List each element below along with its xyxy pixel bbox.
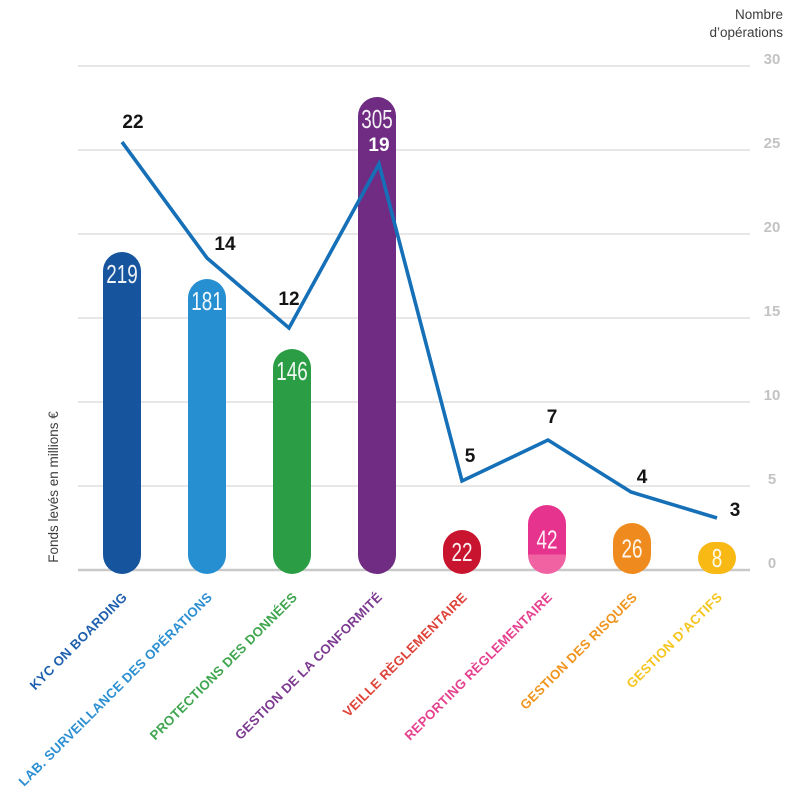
bar-value-label: 22 xyxy=(452,537,473,567)
bar xyxy=(613,523,651,574)
bar xyxy=(358,97,396,574)
tick-label: 25 xyxy=(764,135,781,152)
bar-value-label: 181 xyxy=(191,286,223,316)
tick-label: 5 xyxy=(768,471,776,488)
right-axis-title: Nombre d’opérations xyxy=(709,6,783,41)
line-point-label: 22 xyxy=(122,112,143,133)
bar-value-label: 146 xyxy=(276,356,308,386)
bar xyxy=(443,530,481,574)
right-axis-title-line1: Nombre xyxy=(734,7,783,22)
bar-value-label: 305 xyxy=(361,104,393,134)
bar xyxy=(528,505,566,574)
category-label: LAB. SURVEILLANCE DES OPÉRATIONS xyxy=(16,590,215,789)
bar-value-label: 42 xyxy=(537,525,558,555)
category-label: KYC ON BOARDING xyxy=(27,590,130,693)
tick-label: 30 xyxy=(764,51,781,68)
bar-value-label: 219 xyxy=(106,259,138,289)
left-axis-title: Fonds levés en millions € xyxy=(46,411,62,563)
line-point-label: 3 xyxy=(730,500,741,521)
line-point-label: 14 xyxy=(214,234,236,255)
category-label: GESTION D’ACTIFS xyxy=(624,590,726,692)
tick-label: 0 xyxy=(768,555,776,572)
bar xyxy=(188,279,226,574)
operations-line xyxy=(120,140,718,520)
category-label: PROTECTIONS DES DONNÉES xyxy=(147,590,300,743)
bar xyxy=(103,252,141,574)
tick-label: 20 xyxy=(764,219,781,236)
line-point-label: 12 xyxy=(278,289,299,310)
category-label: GESTION DE LA CONFORMITÉ xyxy=(232,590,385,743)
bar-value-label: 26 xyxy=(622,534,643,564)
line-point-label: 5 xyxy=(465,446,476,467)
line-point-label: 4 xyxy=(637,467,648,488)
right-axis-title-line2: d’opérations xyxy=(709,24,783,40)
bar xyxy=(273,349,311,574)
line-point-label: 7 xyxy=(547,407,558,428)
bar-value-label: 8 xyxy=(712,543,723,573)
line-point-label: 19 xyxy=(368,135,389,156)
tick-label: 10 xyxy=(764,387,781,404)
category-label: REPORTING RÈGLEMENTAIRE xyxy=(401,590,555,744)
bar xyxy=(698,542,736,574)
tick-label: 15 xyxy=(764,303,781,320)
